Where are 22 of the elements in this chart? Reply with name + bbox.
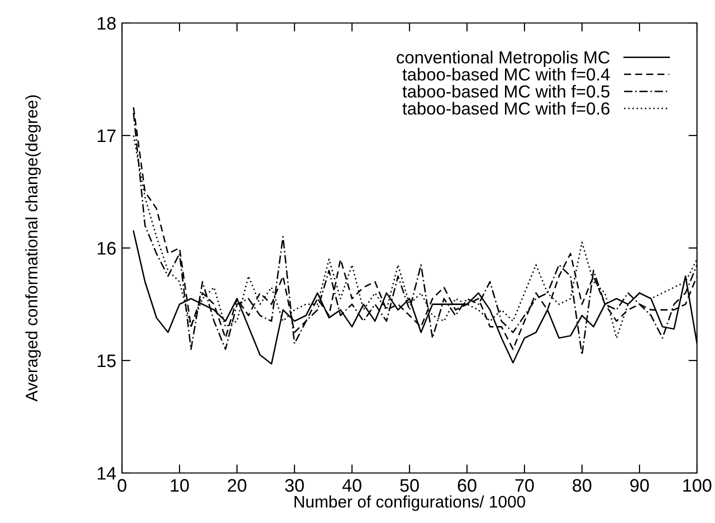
legend-label: taboo-based MC with f=0.4 — [402, 68, 610, 81]
x-tick-label: 40 — [342, 479, 362, 492]
x-tick-label: 30 — [285, 479, 304, 492]
x-tick-label: 100 — [683, 479, 712, 492]
y-tick-label: 16 — [98, 242, 116, 255]
x-tick-label: 60 — [458, 479, 476, 492]
x-tick-label: 90 — [630, 479, 649, 492]
y-tick-label: 18 — [98, 16, 116, 30]
x-tick-label: 50 — [400, 479, 419, 492]
y-tick-label: 15 — [98, 354, 116, 368]
y-tick-label: 17 — [98, 130, 116, 142]
x-axis-title: Number of configurations/ 1000 — [294, 495, 526, 511]
x-tick-label: 70 — [515, 479, 534, 492]
x-tick-label: 10 — [170, 479, 189, 492]
legend-label: conventional Metropolis MC — [396, 50, 610, 67]
legend-label: taboo-based MC with f=0.6 — [402, 102, 610, 115]
y-tick-label: 14 — [98, 467, 116, 480]
x-tick-label: 0 — [118, 479, 126, 492]
x-tick-label: 80 — [572, 479, 592, 492]
legend-label: taboo-based MC with f=0.5 — [402, 84, 610, 98]
x-tick-label: 20 — [228, 479, 246, 492]
y-axis-title: Averaged conformational change(degree) — [25, 95, 41, 402]
